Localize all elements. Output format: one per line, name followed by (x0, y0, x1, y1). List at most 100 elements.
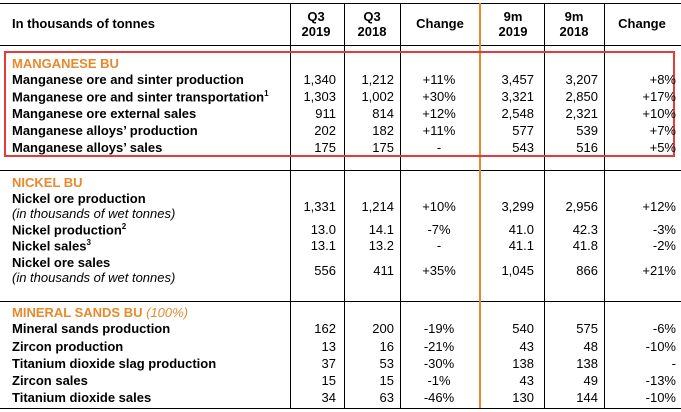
row-label: Nickel ore production (12, 191, 146, 206)
table-cell: 144 (576, 390, 598, 405)
table-cell: 13.2 (368, 238, 394, 253)
table-cell: -13% (645, 373, 676, 388)
row-label-text: Nickel ore production (12, 191, 146, 206)
table-cell: -10% (645, 339, 676, 354)
table-cell: 411 (373, 263, 394, 278)
table-cell: 3,321 (501, 89, 534, 104)
section-title-text: MINERAL SANDS BU (12, 305, 143, 320)
footnote-marker: 3 (86, 238, 91, 247)
table-cell: - (436, 140, 442, 155)
table-cell: 575 (576, 321, 598, 336)
table-cell: - (436, 238, 442, 253)
section-divider-nickel (0, 170, 681, 171)
table-cell: 1,002 (361, 89, 394, 104)
table-cell: -30% (423, 356, 455, 371)
table-cell: 2,850 (565, 89, 598, 104)
row-label-text: Titanium dioxide slag production (12, 356, 217, 371)
table-cell: +5% (649, 140, 676, 155)
table-cell: +11% (422, 72, 456, 87)
table-cell: 814 (372, 106, 394, 121)
row-label: Zircon production (12, 339, 123, 354)
table-cell: 16 (379, 339, 394, 354)
table-row: Mineral sands production 162 200 -19% 540 575… (0, 321, 681, 338)
table-cell: +8% (649, 72, 676, 87)
row-label-text: Mineral sands production (12, 321, 171, 336)
table-row: Manganese alloys’ sales 175 175 - 543 516 +5% (0, 140, 681, 157)
table-row: Nickel sales3 13.1 13.2 - 41.1 41.8 -2% (0, 238, 681, 255)
row-label: Titanium dioxide slag production (12, 356, 216, 371)
table-cell: -2% (652, 238, 676, 253)
table-cell: -19% (423, 321, 455, 336)
table-cell: 34 (321, 390, 336, 405)
table-cell: 13.0 (310, 222, 336, 237)
row-label-text: Manganese alloys’ production (12, 123, 198, 138)
section-title-text: NICKEL BU (12, 175, 83, 190)
manganese-highlight-box (4, 51, 675, 157)
col-rule (344, 3, 345, 408)
row-label-text: Titanium dioxide sales (12, 390, 152, 405)
row-label-text: Manganese ore and sinter production (12, 72, 244, 87)
table-cell: -1% (427, 373, 451, 388)
table-bottom-rule (0, 408, 681, 409)
footnote-marker: 2 (121, 222, 127, 231)
section-title-text: MANGANESE BU (12, 56, 119, 71)
table-cell: +35% (422, 263, 456, 278)
table-cell: 43 (519, 339, 534, 354)
row-label-text: Nickel production (12, 222, 122, 238)
table-cell: 3,299 (501, 199, 534, 214)
table-cell: +11% (422, 123, 456, 138)
row-label: Nickel sales3 (12, 238, 91, 253)
section-title: MANGANESE BU (12, 56, 119, 71)
table-row: Zircon sales 15 15 -1% 43 49 -13% (0, 373, 681, 390)
row-label: Manganese ore external sales (12, 106, 196, 121)
section-title: MINERAL SANDS BU (100%) (12, 305, 188, 320)
table-cell: 202 (314, 123, 336, 138)
row-label-text: Nickel sales (12, 238, 87, 254)
table-cell: 1,045 (501, 263, 534, 278)
table-cell: 866 (576, 263, 598, 278)
table-cell: 43 (519, 373, 534, 388)
footnote-marker: 1 (264, 89, 269, 98)
col-header-change-q: Change (416, 16, 464, 31)
row-label: Mineral sands production (12, 321, 170, 336)
table-cell: 175 (314, 140, 336, 155)
table-cell: -21% (423, 339, 455, 354)
row-label: Nickel production2 (12, 222, 126, 237)
table-cell: +10% (642, 106, 676, 121)
row-label-text: Zircon sales (12, 373, 88, 388)
table-cell: 41.1 (508, 238, 534, 253)
table-cell: 15 (321, 373, 336, 388)
table-cell: -10% (645, 390, 676, 405)
col-header-9m-2018: 9m 2018 (559, 9, 589, 39)
col-rule (604, 3, 605, 408)
table-row: Manganese alloys’ production 202 182 +11% 57… (0, 123, 681, 140)
table-cell: 41.8 (572, 238, 598, 253)
table-cell: +10% (422, 199, 456, 214)
col-rule (290, 3, 291, 408)
table-row: Nickel production2 13.0 14.1 -7% 41.0 42.3 -3% (0, 222, 681, 239)
row-sublabel: (in thousands of wet tonnes) (12, 270, 176, 285)
col-rule (400, 3, 401, 408)
table-cell: 543 (512, 140, 534, 155)
table-cell: 1,214 (361, 199, 394, 214)
table-cell: +7% (649, 123, 676, 138)
table-row: Titanium dioxide slag production 37 53 -30%… (0, 356, 681, 373)
table-cell: 15 (379, 373, 394, 388)
col-rule-highlight (479, 3, 481, 408)
table-cell: 162 (314, 321, 336, 336)
table-cell: - (671, 356, 676, 371)
table-cell: +12% (642, 199, 676, 214)
table-cell: -46% (423, 390, 455, 405)
table-cell: 1,340 (303, 72, 336, 87)
table-cell: 49 (583, 373, 598, 388)
row-sublabel: (in thousands of wet tonnes) (12, 206, 176, 221)
table-cell: 14.1 (368, 222, 394, 237)
header-bottom-rule (0, 45, 681, 46)
col-header-q3-2019: Q3 2019 (301, 9, 331, 39)
table-cell: 539 (576, 123, 598, 138)
row-label-text: Manganese alloys’ sales (12, 140, 163, 155)
row-label: Nickel ore sales (12, 255, 110, 270)
section-title-suffix: (100%) (146, 305, 189, 320)
table-cell: 138 (512, 356, 534, 371)
section-divider-mineral (0, 301, 681, 302)
